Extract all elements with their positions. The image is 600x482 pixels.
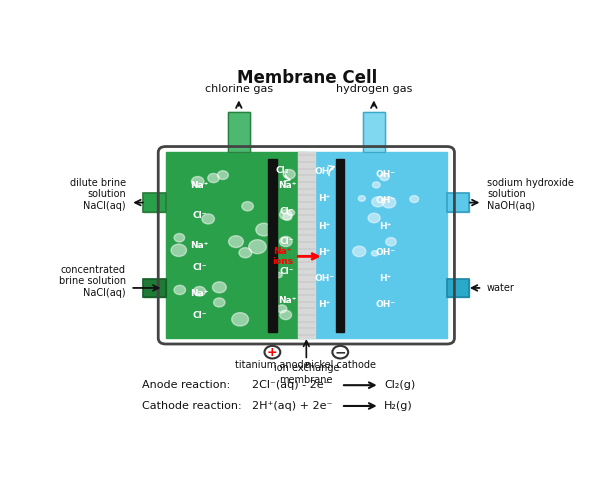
Text: chlorine gas: chlorine gas — [205, 84, 273, 94]
Text: ion exchange
membrane: ion exchange membrane — [274, 363, 339, 385]
Text: dilute brine
solution
NaCl(aq): dilute brine solution NaCl(aq) — [70, 178, 125, 211]
Circle shape — [372, 197, 384, 207]
Bar — [227, 112, 250, 152]
Text: H⁺: H⁺ — [319, 222, 331, 231]
Text: −: − — [334, 345, 346, 359]
Circle shape — [280, 236, 292, 247]
Text: Cl₂: Cl₂ — [276, 166, 289, 175]
Bar — [362, 112, 385, 152]
Text: H₂(g): H₂(g) — [384, 401, 413, 411]
Text: H⁺: H⁺ — [319, 248, 331, 257]
Text: Na⁺: Na⁺ — [190, 181, 209, 190]
Circle shape — [280, 310, 292, 320]
Text: OH⁻: OH⁻ — [376, 170, 395, 179]
Text: Cl⁻: Cl⁻ — [280, 237, 294, 246]
Bar — [227, 112, 250, 152]
Bar — [307, 152, 447, 338]
Circle shape — [171, 244, 187, 256]
Text: sodium hydroxide
solution
NaOH(aq): sodium hydroxide solution NaOH(aq) — [487, 178, 574, 211]
Bar — [268, 159, 277, 332]
Text: nickel cathode: nickel cathode — [305, 360, 376, 370]
Circle shape — [332, 346, 348, 359]
Text: Na⁺: Na⁺ — [278, 296, 296, 306]
Circle shape — [283, 213, 292, 220]
Circle shape — [174, 233, 185, 242]
Bar — [143, 193, 166, 212]
Text: Cl⁻: Cl⁻ — [192, 263, 206, 272]
Bar — [298, 152, 315, 338]
Text: hydrogen gas: hydrogen gas — [335, 84, 412, 94]
Text: 2H⁺(aq) + 2e⁻: 2H⁺(aq) + 2e⁻ — [252, 401, 332, 411]
Circle shape — [275, 272, 282, 278]
Text: H⁺: H⁺ — [319, 300, 331, 309]
Text: Na⁺: Na⁺ — [190, 241, 209, 250]
Text: OH⁻: OH⁻ — [314, 167, 335, 175]
Circle shape — [212, 282, 226, 293]
Text: +: + — [267, 346, 278, 359]
Text: Na⁺: Na⁺ — [278, 181, 296, 190]
Circle shape — [277, 305, 287, 313]
Circle shape — [380, 173, 389, 181]
Bar — [447, 279, 469, 297]
Text: Cl₂(g): Cl₂(g) — [384, 380, 415, 390]
Circle shape — [193, 286, 206, 296]
Text: H⁺: H⁺ — [379, 222, 392, 231]
Circle shape — [214, 298, 225, 307]
Text: H⁺: H⁺ — [319, 194, 331, 203]
Circle shape — [386, 238, 396, 246]
Bar — [143, 279, 166, 297]
Text: Anode reaction:: Anode reaction: — [142, 380, 230, 390]
Circle shape — [202, 214, 214, 224]
Circle shape — [217, 171, 229, 179]
Text: Cathode reaction:: Cathode reaction: — [142, 401, 242, 411]
Circle shape — [382, 197, 396, 208]
Circle shape — [239, 248, 252, 258]
Text: concentrated
brine solution
NaCl(aq): concentrated brine solution NaCl(aq) — [59, 265, 125, 298]
Text: H⁺: H⁺ — [379, 274, 392, 283]
Text: OH⁻: OH⁻ — [376, 248, 395, 257]
Text: OH⁻: OH⁻ — [314, 274, 335, 283]
Text: titanium anode: titanium anode — [235, 360, 310, 370]
Circle shape — [248, 240, 266, 254]
Circle shape — [368, 213, 380, 223]
Circle shape — [242, 201, 253, 211]
Text: Cl⁻: Cl⁻ — [280, 267, 294, 276]
Text: water: water — [487, 283, 515, 293]
Text: Cl⁻: Cl⁻ — [192, 311, 206, 320]
Circle shape — [174, 285, 185, 295]
Circle shape — [265, 346, 280, 359]
Bar — [362, 112, 385, 152]
Text: Cl⁻: Cl⁻ — [192, 211, 206, 220]
Bar — [166, 152, 307, 338]
Circle shape — [280, 210, 292, 220]
Bar — [447, 279, 469, 297]
Circle shape — [373, 182, 380, 188]
Circle shape — [358, 196, 365, 201]
Text: Cl⁻: Cl⁻ — [280, 207, 294, 216]
Circle shape — [232, 313, 248, 326]
Bar — [447, 193, 469, 212]
Circle shape — [371, 251, 378, 256]
Text: 2Cl⁻(aq) - 2e⁻: 2Cl⁻(aq) - 2e⁻ — [252, 380, 329, 390]
Bar — [447, 193, 469, 212]
Text: Na⁺: Na⁺ — [190, 289, 209, 298]
Bar — [143, 193, 166, 212]
Circle shape — [256, 223, 272, 236]
Circle shape — [353, 246, 366, 256]
Circle shape — [191, 176, 204, 187]
Circle shape — [410, 196, 419, 202]
Circle shape — [229, 236, 244, 248]
Circle shape — [208, 174, 219, 183]
Circle shape — [287, 210, 295, 215]
Text: OH⁻: OH⁻ — [376, 196, 395, 205]
Bar — [143, 279, 166, 297]
Text: Na⁺
ions: Na⁺ ions — [272, 247, 293, 266]
Text: OH⁻: OH⁻ — [376, 300, 395, 309]
Bar — [336, 159, 344, 332]
Text: Membrane Cell: Membrane Cell — [238, 69, 377, 87]
Circle shape — [283, 170, 295, 179]
